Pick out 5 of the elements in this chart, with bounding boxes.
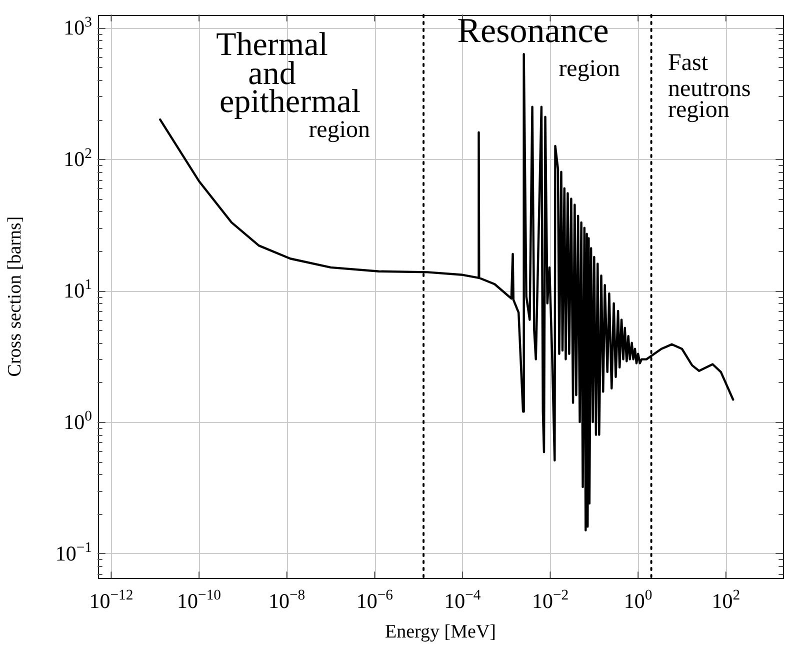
x-axis-title: Energy [MeV] [385,622,496,643]
annotation: Fast neutrons region [668,50,751,123]
y-axis-title: Cross section [barns] [4,216,26,377]
annotation: Resonance region [457,11,620,82]
annotation: Thermal and epithermal region [216,27,370,143]
